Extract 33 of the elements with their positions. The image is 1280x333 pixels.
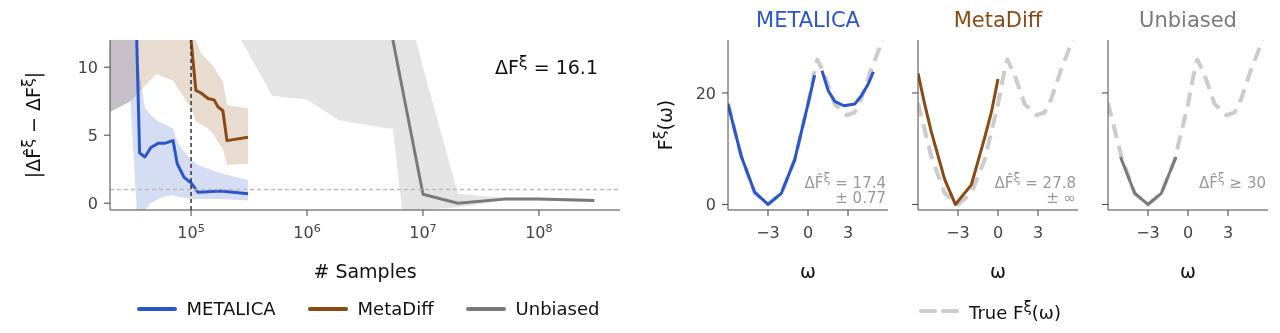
- x-axis-title: # Samples: [312, 260, 418, 282]
- annotation: ΔF̂$^{ξ}$ = 27.8 ± ∞: [994, 170, 1076, 207]
- x-tick-label: 3: [842, 223, 854, 242]
- legend-label: MetaDiff: [357, 298, 434, 319]
- x-tick-label: −3: [1136, 223, 1160, 242]
- x-tick-label: 0: [1182, 223, 1194, 242]
- x-tick-label: 3: [1032, 223, 1044, 242]
- y-tick-label: 10: [77, 58, 98, 78]
- x-axis-title: ω: [989, 260, 1007, 282]
- x-tick-label: 0: [802, 223, 814, 242]
- x-tick-label: 10$^{8}$: [525, 221, 553, 242]
- annotation: ΔF$^{ξ}$ = 16.1: [494, 52, 598, 79]
- annotation: ΔF̂$^{ξ}$ = 17.4 ± 0.77: [804, 170, 886, 207]
- x-tick-label: 10$^{7}$: [409, 221, 437, 242]
- x-tick-label: 0: [992, 223, 1004, 242]
- y-tick-label: 0: [87, 194, 98, 214]
- y-tick-label: 5: [87, 126, 98, 146]
- x-tick-label: 10$^{5}$: [177, 221, 205, 242]
- x-tick-label: 3: [1222, 223, 1234, 242]
- legend-label: True F$^{ξ}$(ω): [969, 298, 1061, 323]
- line-series: [728, 40, 885, 207]
- legend-label: METALICA: [186, 298, 276, 319]
- chart-title: Unbiased: [1138, 8, 1238, 32]
- x-axis-title: ω: [1179, 260, 1197, 282]
- x-axis-title: ω: [799, 260, 817, 282]
- legend-label: Unbiased: [515, 298, 600, 319]
- x-tick-label: −3: [946, 223, 970, 242]
- x-tick-label: 10$^{6}$: [293, 221, 321, 242]
- annotation: ΔF̂$^{ξ}$ ≥ 30: [1198, 170, 1266, 192]
- chart-title: MetaDiff: [952, 8, 1044, 32]
- y-tick-label: 20: [695, 83, 716, 103]
- chart-title: METALICA: [755, 8, 861, 32]
- x-tick-label: −3: [756, 223, 780, 242]
